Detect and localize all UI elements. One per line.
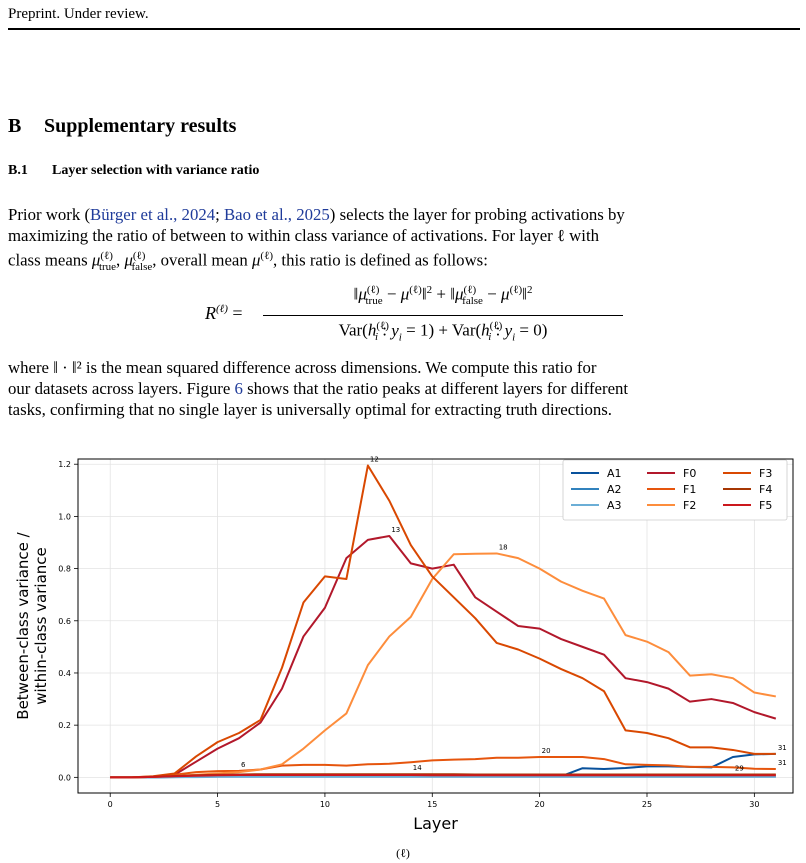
y-tick-label: 0.0 [58,773,71,782]
y-tick-label: 1.2 [58,460,71,469]
x-axis-label: Layer [413,814,458,833]
equation-numerator: ‖μ(ℓ)true − μ(ℓ)‖2 + ‖μ(ℓ)false − μ(ℓ)‖2 [353,284,533,308]
series-line-a3 [110,775,776,779]
peak-annotation: 14 [413,764,422,772]
peak-annotation: 29 [735,764,744,772]
paragraph-line: Prior work (Bürger et al., 2024; Bao et … [8,205,625,224]
x-tick-label: 0 [108,800,113,809]
figure-ref[interactable]: 6 [234,379,243,398]
section-heading: B Supplementary results [8,115,236,138]
x-tick-label: 30 [749,800,759,809]
subsection-title: Layer selection with variance ratio [52,163,260,178]
subsection-heading: B.1 Layer selection with variance ratio [8,163,259,179]
y-tick-label: 0.4 [58,669,71,678]
legend-label-a3: A3 [607,499,622,512]
legend-label-f2: F2 [683,499,696,512]
peak-annotation: 31 [778,759,787,767]
legend-label-f3: F3 [759,467,772,480]
y-tick-label: 0.8 [58,565,71,574]
section-number: B [8,115,22,137]
x-tick-label: 25 [642,800,652,809]
series-line-f5 [110,773,776,779]
series-line-f1 [110,755,776,779]
citation-bao[interactable]: Bao et al., 2025 [223,205,330,224]
legend-label-f5: F5 [759,499,772,512]
series-line-f2 [110,552,777,779]
legend-label-a2: A2 [607,483,622,496]
y-tick-label: 1.0 [58,512,71,521]
paragraph-line: our datasets across layers. Figure 6 sho… [8,379,629,398]
paragraph-line: where ‖ · ‖² is the mean squared differe… [8,358,597,377]
paragraph-line: maximizing the ratio of between to withi… [8,226,600,245]
variance-ratio-chart: 0 5 10 15 20 25 30 0.0 0.2 0.4 0.6 0.8 1.0 1.2 Layer Be… [14,456,794,833]
y-tick-label: 0.6 [58,617,71,626]
paragraph-results: where ‖ · ‖² is the mean squared differe… [8,357,798,420]
paragraph-intro: Prior work (Bürger et al., 2024; Bao et … [8,204,798,278]
legend-label-f0: F0 [683,467,696,480]
plot-frame [77,458,794,794]
peak-annotation: 6 [241,761,246,769]
x-tick-label: 15 [427,800,437,809]
legend-label-f1: F1 [683,483,696,496]
peak-annotation: 31 [778,744,787,752]
peak-annotation: 12 [370,456,379,464]
peak-annotation: 20 [542,747,551,755]
x-tick-label: 10 [320,800,330,809]
citation-burger[interactable]: Bürger et al., 2024 [90,205,216,224]
figure-caption-fragment: (ℓ) [396,846,410,860]
x-tick-label: 5 [215,800,220,809]
legend-label-f4: F4 [759,483,772,496]
paragraph-line: class means μ(ℓ)true, μ(ℓ)false, overall… [8,250,488,273]
running-header: Preprint. Under review. [8,6,149,22]
subsection-number: B.1 [8,163,28,178]
variance-ratio-equation: R(ℓ) = ‖μ(ℓ)true − μ(ℓ)‖2 + ‖μ(ℓ)false −… [205,284,625,350]
peak-annotation: 18 [499,543,508,551]
section-title: Supplementary results [44,115,237,137]
equation-denominator: Var(h(ℓ)i : yi = 1) + Var(h(ℓ)i : yi = 0… [338,320,548,344]
y-tick-label: 0.2 [58,721,71,730]
legend-label-a1: A1 [607,467,622,480]
peak-annotation: 13 [391,526,400,534]
series-line-f3 [110,464,776,779]
header-rule [8,28,800,30]
x-tick-label: 20 [535,800,545,809]
y-axis-label: Between-class variance / [14,531,32,719]
fraction-bar [263,315,623,316]
equation-lhs: R(ℓ) = [205,303,243,323]
y-axis-label: within-class variance [32,547,50,705]
paragraph-line: tasks, confirming that no single layer i… [8,400,612,419]
